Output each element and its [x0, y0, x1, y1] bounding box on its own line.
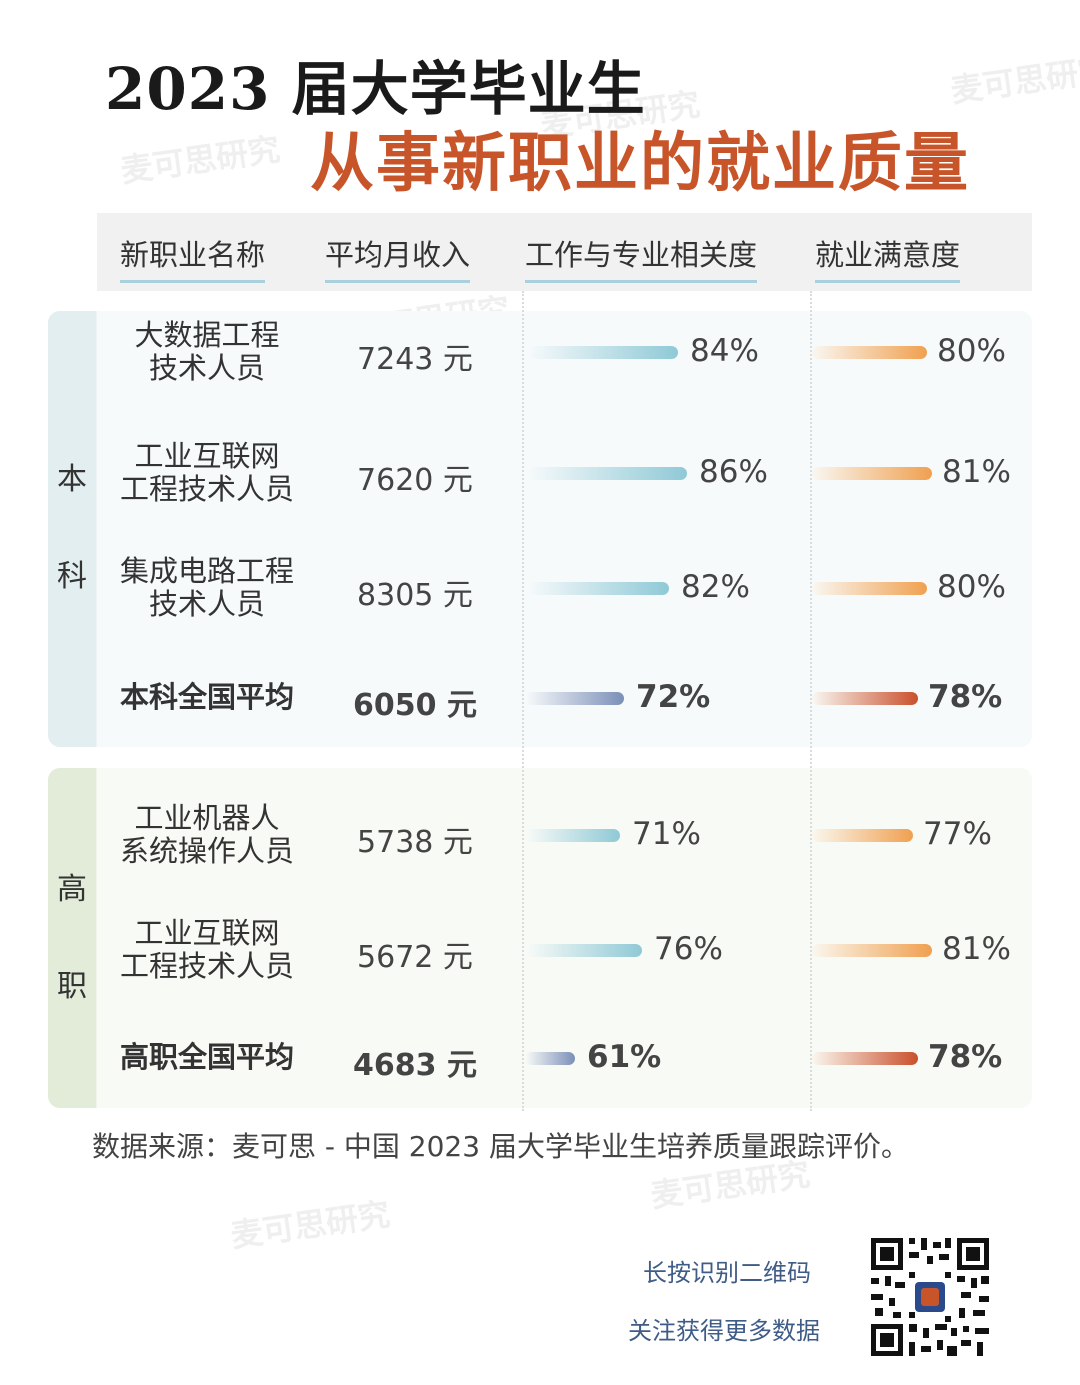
relevance-bar — [525, 944, 642, 957]
column-divider — [522, 291, 524, 1111]
relevance-bar — [525, 346, 678, 359]
satisfaction-label: 81% — [942, 931, 1011, 967]
occupation-name: 本科全国平均 — [119, 680, 294, 714]
occupation-name: 工业互联网 工程技术人员 — [100, 440, 314, 506]
column-header-income: 平均月收入 — [325, 232, 471, 283]
satisfaction-bar — [812, 944, 932, 957]
occupation-name-line: 工业互联网 — [134, 916, 280, 950]
relevance-bar — [525, 1052, 575, 1065]
income-value: 6050 元 — [353, 688, 477, 723]
income-value: 5738 元 — [357, 825, 473, 860]
undergrad-label-2: 科 — [57, 559, 87, 594]
occupation-name-line: 集成电路工程 — [119, 554, 294, 588]
relevance-label: 72% — [636, 679, 711, 715]
satisfaction-label: 77% — [923, 816, 992, 852]
column-header-relevance: 工作与专业相关度 — [525, 232, 758, 283]
watermark: 麦可思研究 — [118, 130, 283, 190]
qr-hint-2[interactable]: 关注获得更多数据 — [628, 1317, 820, 1345]
relevance-label: 61% — [587, 1039, 662, 1075]
occupation-name: 工业机器人 系统操作人员 — [100, 802, 314, 868]
column-header-name: 新职业名称 — [120, 232, 266, 283]
income-value: 7620 元 — [357, 463, 473, 498]
satisfaction-label: 80% — [937, 569, 1006, 605]
watermark: 麦可思研究 — [948, 50, 1080, 110]
relevance-bar — [525, 692, 624, 705]
column-header-satisfaction: 就业满意度 — [815, 232, 961, 283]
table-header — [97, 213, 1032, 291]
satisfaction-bar — [812, 582, 927, 595]
relevance-label: 76% — [654, 931, 723, 967]
undergrad-label-1: 本 — [57, 462, 87, 497]
qr-hint-1: 长按识别二维码 — [643, 1259, 811, 1287]
occupation-name: 大数据工程 技术人员 — [100, 319, 314, 385]
vocational-cells — [97, 768, 1032, 1108]
satisfaction-label: 81% — [942, 454, 1011, 490]
occupation-name-line: 工业互联网 — [134, 439, 280, 473]
undergrad-group-tab — [48, 311, 96, 747]
satisfaction-label: 78% — [928, 679, 1003, 715]
vocational-label-2: 职 — [57, 969, 87, 1004]
data-source-note: 数据来源：麦可思 - 中国 2023 届大学毕业生培养质量跟踪评价。 — [92, 1130, 909, 1163]
occupation-name-line: 工程技术人员 — [119, 949, 294, 983]
occupation-name: 高职全国平均 — [119, 1040, 294, 1074]
income-value: 8305 元 — [357, 578, 473, 613]
relevance-label: 86% — [699, 454, 768, 490]
occupation-name-line: 工业机器人 — [134, 801, 280, 835]
relevance-bar — [525, 582, 669, 595]
satisfaction-bar — [812, 467, 932, 480]
occupation-name-line: 工程技术人员 — [119, 472, 294, 506]
relevance-bar — [525, 467, 687, 480]
satisfaction-bar — [812, 692, 918, 705]
satisfaction-label: 78% — [928, 1039, 1003, 1075]
occupation-name: 工业互联网 工程技术人员 — [100, 917, 314, 983]
occupation-name-line: 技术人员 — [148, 351, 265, 385]
qr-code-icon[interactable] — [865, 1232, 995, 1362]
page-title: 2023 届大学毕业生 — [105, 55, 646, 123]
occupation-name-line: 系统操作人员 — [119, 834, 294, 868]
page-subtitle: 从事新职业的就业质量 — [310, 126, 970, 201]
satisfaction-bar — [812, 1052, 918, 1065]
vocational-label-1: 高 — [57, 872, 87, 907]
income-value: 7243 元 — [357, 342, 473, 377]
watermark: 麦可思研究 — [228, 1195, 393, 1255]
undergrad-cells — [97, 311, 1032, 747]
satisfaction-bar — [812, 346, 927, 359]
relevance-label: 82% — [681, 569, 750, 605]
vocational-group-tab — [48, 768, 96, 1108]
relevance-label: 71% — [632, 816, 701, 852]
occupation-name: 集成电路工程 技术人员 — [100, 555, 314, 621]
occupation-name-line: 大数据工程 — [134, 318, 280, 352]
satisfaction-label: 80% — [937, 333, 1006, 369]
income-value: 4683 元 — [353, 1048, 477, 1083]
occupation-name-line: 技术人员 — [148, 587, 265, 621]
satisfaction-bar — [812, 829, 913, 842]
relevance-label: 84% — [690, 333, 759, 369]
column-divider — [810, 291, 812, 1111]
relevance-bar — [525, 829, 620, 842]
income-value: 5672 元 — [357, 940, 473, 975]
